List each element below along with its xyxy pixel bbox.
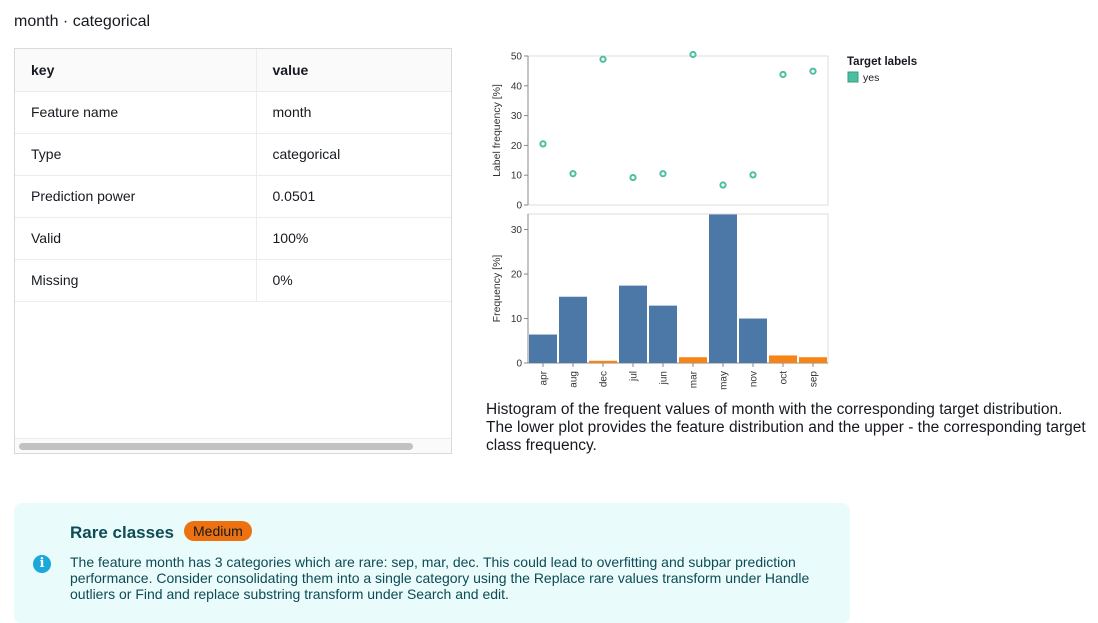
data-point xyxy=(779,70,787,79)
x-tick-label: may xyxy=(719,371,730,390)
histogram-bar xyxy=(559,296,587,363)
table-row: Valid 100% xyxy=(15,217,451,260)
y-tick-label: 50 xyxy=(511,52,523,63)
histogram-bar xyxy=(799,357,827,363)
y-tick-label: 20 xyxy=(511,270,523,281)
data-point xyxy=(719,181,727,189)
histogram-bar xyxy=(619,285,647,363)
legend-title: Target labels xyxy=(847,56,917,68)
chart-legend: Target labels yes xyxy=(847,56,917,84)
y-tick-label: 30 xyxy=(511,225,523,236)
histogram-bar xyxy=(529,334,557,363)
x-tick-label: sep xyxy=(809,371,820,388)
row-value: month xyxy=(256,91,451,134)
row-key: Prediction power xyxy=(15,175,257,218)
data-point xyxy=(629,173,637,182)
table-header-row: key value xyxy=(15,49,451,92)
column-header-value: value xyxy=(256,49,451,92)
alert-message: The feature month has 3 categories which… xyxy=(70,554,810,602)
y-tick-label: 20 xyxy=(511,141,523,152)
rare-classes-alert: i Rare classes Medium The feature month … xyxy=(14,503,850,623)
histogram-bar xyxy=(709,214,737,363)
table-row: Prediction power 0.0501 xyxy=(15,175,451,218)
y-tick-label: 10 xyxy=(511,171,523,182)
y-tick-label: 10 xyxy=(511,314,523,325)
summary-table: key value Feature name month Type catego… xyxy=(14,48,452,454)
x-tick-label: aug xyxy=(569,371,580,388)
histogram-bar xyxy=(589,360,617,363)
data-point xyxy=(599,55,607,63)
row-key: Feature name xyxy=(15,91,257,134)
x-tick-label: nov xyxy=(749,371,760,387)
table-row: Feature name month xyxy=(15,91,451,134)
histogram-bar xyxy=(739,318,767,363)
data-point xyxy=(749,171,757,179)
label-frequency-plot: 0 10 20 30 40 50 Label frequency [%] xyxy=(491,50,829,212)
row-key: Valid xyxy=(15,217,257,260)
frequency-histogram: 0 10 20 30 Frequency [%] apr aug dec jul jun mar ma… xyxy=(491,213,829,390)
x-tick-label: jun xyxy=(659,371,670,385)
row-value: categorical xyxy=(256,133,451,176)
x-tick-label: mar xyxy=(689,370,700,388)
histogram-bar xyxy=(769,355,797,363)
legend-swatch xyxy=(847,71,859,83)
y-tick-label: 0 xyxy=(516,201,522,212)
histogram-bar xyxy=(649,305,677,363)
row-key: Type xyxy=(15,133,257,176)
horizontal-scrollbar[interactable] xyxy=(15,438,451,453)
row-key: Missing xyxy=(15,259,257,302)
data-point xyxy=(689,50,697,59)
row-value: 0.0501 xyxy=(256,175,451,218)
x-tick-label: apr xyxy=(539,370,550,385)
column-header-key: key xyxy=(15,49,257,92)
x-tick-label: jul xyxy=(629,371,640,382)
severity-badge: Medium xyxy=(184,521,252,541)
row-value: 0% xyxy=(256,259,451,302)
data-point xyxy=(539,140,547,148)
legend-label: yes xyxy=(863,72,879,84)
y-tick-label: 30 xyxy=(511,111,523,122)
page-title: month · categorical xyxy=(14,13,151,30)
scrollbar-thumb[interactable] xyxy=(19,443,413,450)
chart-caption: Histogram of the frequent values of mont… xyxy=(486,401,1086,454)
info-icon: i xyxy=(33,555,51,573)
data-point xyxy=(809,67,817,75)
target-distribution-chart: 0 10 20 30 40 50 Label frequency [%] 0 10 20 30 Fr… xyxy=(491,50,917,390)
row-value: 100% xyxy=(256,217,451,260)
y-tick-label: 0 xyxy=(516,359,522,370)
x-tick-label: oct xyxy=(779,371,790,385)
plot-frame xyxy=(527,55,829,206)
data-point xyxy=(659,170,667,178)
x-tick-label: dec xyxy=(599,371,610,387)
table-row: Missing 0% xyxy=(15,259,451,302)
histogram-bar xyxy=(679,357,707,363)
table-row: Type categorical xyxy=(15,133,451,176)
alert-title: Rare classes xyxy=(70,523,174,542)
y-axis-label: Label frequency [%] xyxy=(491,84,503,177)
data-point xyxy=(569,170,577,178)
y-axis-label: Frequency [%] xyxy=(491,255,503,323)
y-tick-label: 40 xyxy=(511,81,523,92)
